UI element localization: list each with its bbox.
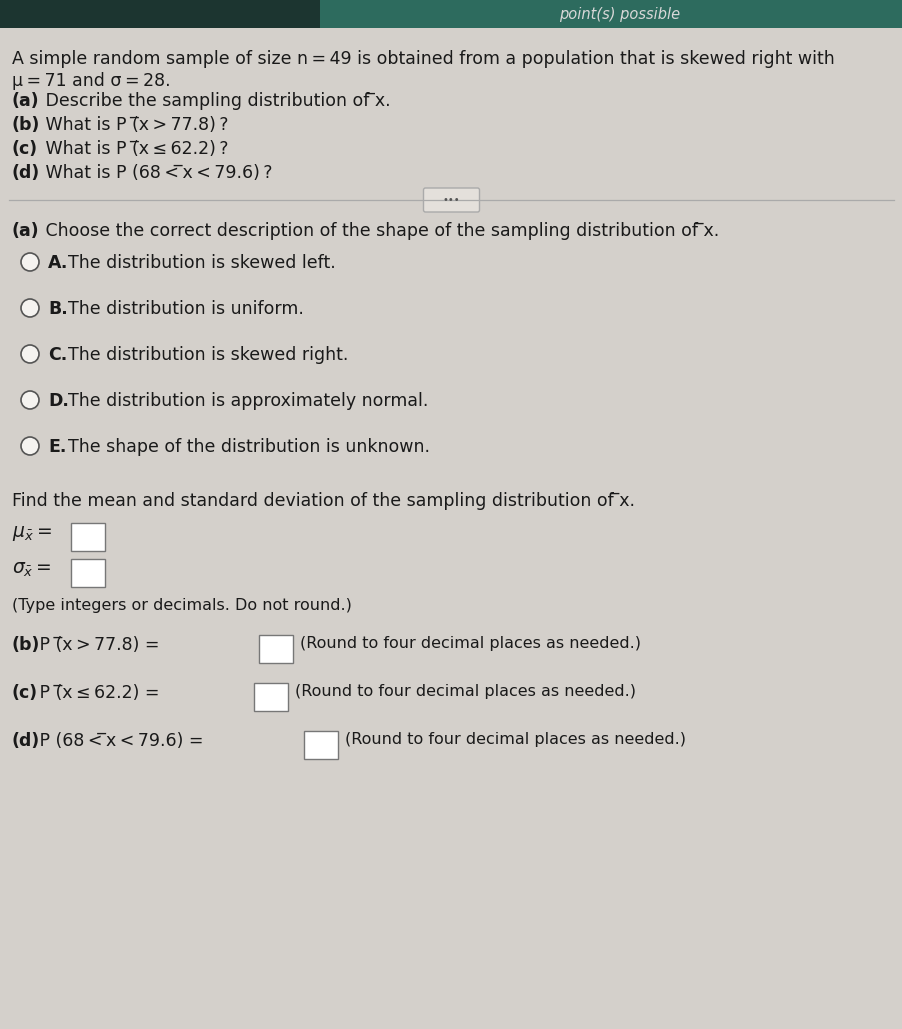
FancyBboxPatch shape	[71, 523, 105, 551]
Text: $\sigma_{\bar{x}}$ =: $\sigma_{\bar{x}}$ =	[12, 560, 51, 579]
Text: The distribution is approximately normal.: The distribution is approximately normal…	[68, 392, 428, 410]
FancyBboxPatch shape	[319, 0, 902, 28]
Text: (b): (b)	[12, 636, 41, 654]
Text: (c): (c)	[12, 140, 38, 158]
Circle shape	[21, 345, 39, 363]
Text: E.: E.	[48, 438, 67, 456]
Text: (Round to four decimal places as needed.): (Round to four decimal places as needed.…	[345, 732, 686, 747]
FancyBboxPatch shape	[0, 0, 902, 28]
Text: (Round to four decimal places as needed.): (Round to four decimal places as needed.…	[299, 636, 640, 651]
Text: A.: A.	[48, 254, 69, 272]
Text: A simple random sample of size n = 49 is obtained from a population that is skew: A simple random sample of size n = 49 is…	[12, 50, 833, 68]
Text: (d): (d)	[12, 164, 41, 182]
Text: $\mu_{\bar{x}}$ =: $\mu_{\bar{x}}$ =	[12, 524, 52, 543]
Text: point(s) possible: point(s) possible	[559, 6, 680, 22]
Circle shape	[21, 299, 39, 317]
FancyBboxPatch shape	[423, 188, 479, 212]
Text: C.: C.	[48, 346, 67, 364]
Text: P (68 < ̅x < 79.6) =: P (68 < ̅x < 79.6) =	[34, 732, 203, 750]
Text: •••: •••	[442, 196, 460, 205]
FancyBboxPatch shape	[304, 731, 337, 759]
Circle shape	[21, 437, 39, 455]
Text: The shape of the distribution is unknown.: The shape of the distribution is unknown…	[68, 438, 429, 456]
Text: Choose the correct description of the shape of the sampling distribution of ̅x.: Choose the correct description of the sh…	[40, 222, 719, 240]
Text: (Type integers or decimals. Do not round.): (Type integers or decimals. Do not round…	[12, 598, 352, 613]
Text: B.: B.	[48, 300, 68, 318]
Text: The distribution is skewed left.: The distribution is skewed left.	[68, 254, 336, 272]
Circle shape	[21, 253, 39, 271]
Text: Find the mean and standard deviation of the sampling distribution of ̅x.: Find the mean and standard deviation of …	[12, 492, 634, 510]
Text: The distribution is skewed right.: The distribution is skewed right.	[68, 346, 348, 364]
Text: (d): (d)	[12, 732, 41, 750]
Text: D.: D.	[48, 392, 69, 410]
Text: P (̅x ≤ 62.2) =: P (̅x ≤ 62.2) =	[34, 684, 160, 702]
Text: What is P (̅x ≤ 62.2) ?: What is P (̅x ≤ 62.2) ?	[40, 140, 228, 158]
Text: What is P (̅x > 77.8) ?: What is P (̅x > 77.8) ?	[40, 116, 228, 134]
FancyBboxPatch shape	[253, 683, 288, 711]
Text: (Round to four decimal places as needed.): (Round to four decimal places as needed.…	[295, 684, 635, 699]
Circle shape	[21, 391, 39, 409]
Text: P (̅x > 77.8) =: P (̅x > 77.8) =	[34, 636, 160, 654]
Text: (b): (b)	[12, 116, 41, 134]
FancyBboxPatch shape	[259, 635, 292, 663]
Text: Describe the sampling distribution of ̅x.: Describe the sampling distribution of ̅x…	[40, 92, 391, 110]
FancyBboxPatch shape	[71, 559, 105, 587]
Text: (c): (c)	[12, 684, 38, 702]
Text: (a): (a)	[12, 92, 40, 110]
Text: μ = 71 and σ = 28.: μ = 71 and σ = 28.	[12, 72, 170, 90]
Text: (a): (a)	[12, 222, 40, 240]
Text: The distribution is uniform.: The distribution is uniform.	[68, 300, 304, 318]
Text: What is P (68 < ̅x < 79.6) ?: What is P (68 < ̅x < 79.6) ?	[40, 164, 272, 182]
